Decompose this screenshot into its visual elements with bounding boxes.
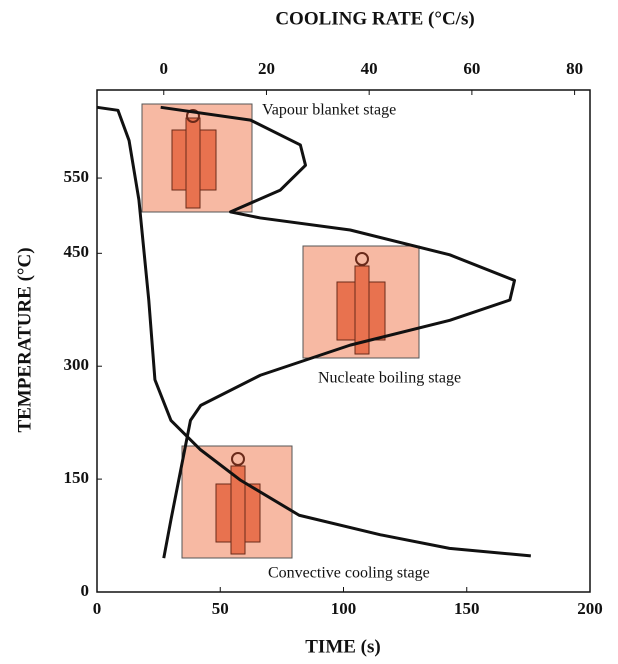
y-tick-label: 0	[81, 581, 90, 600]
x2-tick-label: 40	[361, 59, 378, 78]
x2-tick-label: 60	[463, 59, 480, 78]
annotation: Vapour blanket stage	[262, 102, 396, 119]
x-tick-label: 0	[93, 599, 102, 618]
vapour-inset	[142, 104, 252, 212]
chart-title: COOLING RATE (°C/s)	[275, 8, 474, 29]
chart: COOLING RATE (°C/s) TIME (s) TEMPERATURE…	[0, 0, 618, 664]
y-tick-label: 550	[64, 167, 90, 186]
annotation: Nucleate boiling stage	[318, 370, 461, 387]
annotation: Convective cooling stage	[268, 565, 430, 582]
y-axis-title: TEMPERATURE (°C)	[14, 247, 35, 432]
x-axis-title: TIME (s)	[305, 636, 380, 657]
x-tick-label: 150	[454, 599, 480, 618]
x-tick-label: 100	[331, 599, 357, 618]
x2-tick-label: 80	[566, 59, 583, 78]
x-tick-label: 50	[212, 599, 229, 618]
x2-tick-label: 0	[160, 59, 169, 78]
x2-tick-label: 20	[258, 59, 275, 78]
y-tick-label: 150	[64, 468, 90, 487]
y-tick-label: 300	[64, 355, 90, 374]
x-tick-label: 200	[577, 599, 603, 618]
y-tick-label: 450	[64, 242, 90, 261]
